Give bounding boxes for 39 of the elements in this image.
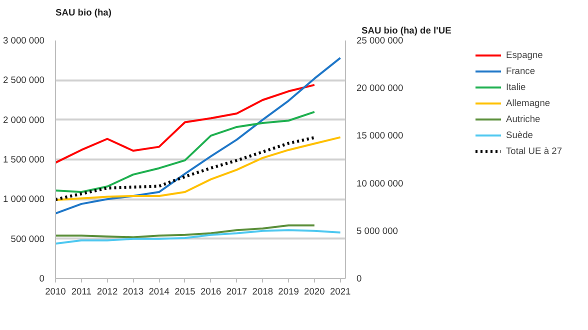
line-series — [56, 56, 342, 214]
x-tick-label: 2016 — [200, 286, 222, 296]
x-tick-label: 2015 — [174, 286, 196, 296]
y-tick-label: 0 — [39, 274, 45, 284]
x-tick-label: 2019 — [278, 286, 299, 296]
y-tick-label: 1 000 000 — [3, 194, 44, 204]
legend-label: Total UE à 27 — [506, 146, 562, 156]
y-axis-title: SAU bio (ha) — [56, 8, 112, 18]
y-tick-label: 1 500 000 — [3, 154, 44, 164]
y2-tick-label: 25 000 000 — [356, 36, 404, 46]
legend-label: Autriche — [506, 114, 540, 124]
legend-label: Italie — [506, 82, 526, 92]
x-tick-label: 2013 — [122, 286, 144, 296]
x-tick-label: 2021 — [330, 286, 351, 296]
line-series — [56, 229, 342, 245]
y-tick-label: 2 000 000 — [3, 114, 44, 125]
x-tick-label: 2012 — [96, 286, 118, 296]
line-series — [56, 110, 316, 194]
legend-label: France — [506, 66, 536, 76]
y2-axis-title: SAU bio (ha) de l'UE — [362, 26, 452, 36]
y2-tick-label: 20 000 000 — [356, 83, 404, 94]
x-tick-label: 2017 — [226, 286, 248, 296]
legend-label: Espagne — [506, 50, 543, 60]
line-series — [56, 224, 316, 238]
y2-tick-label: 0 — [356, 274, 362, 284]
legend-label: Suède — [506, 130, 533, 140]
y-tick-label: 3 000 000 — [3, 36, 44, 46]
x-tick-label: 2011 — [71, 286, 92, 296]
y2-tick-label: 15 000 000 — [356, 130, 404, 141]
y-tick-label: 2 500 000 — [3, 75, 44, 86]
line-series — [56, 84, 316, 164]
x-tick-label: 2014 — [148, 286, 170, 296]
y-tick-label: 500 000 — [10, 234, 45, 244]
legend-label: Allemagne — [506, 98, 550, 108]
y2-tick-label: 10 000 000 — [356, 178, 404, 188]
x-tick-label: 2010 — [45, 286, 66, 296]
x-tick-label: 2020 — [304, 286, 325, 296]
x-tick-label: 2018 — [252, 286, 274, 296]
y2-tick-label: 5 000 000 — [356, 226, 398, 236]
